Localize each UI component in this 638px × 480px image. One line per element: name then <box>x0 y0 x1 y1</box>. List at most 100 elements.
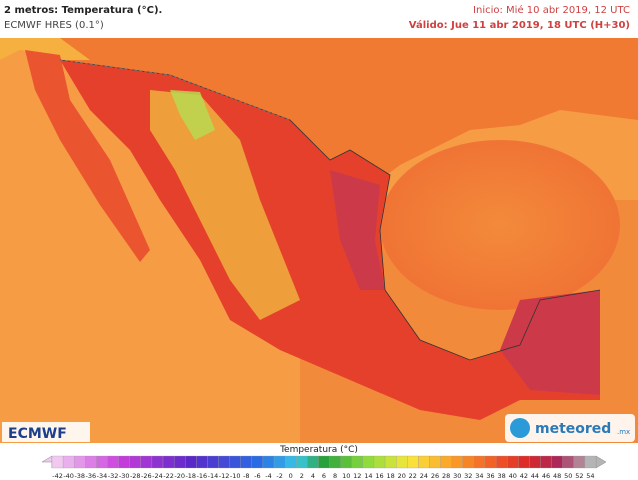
legend-swatch <box>584 455 597 469</box>
legend-swatch <box>318 455 330 469</box>
legend-swatch <box>484 455 497 469</box>
legend-tick-label: -42 <box>52 472 63 480</box>
legend-swatch <box>240 455 252 469</box>
legend-tick-label: 20 <box>398 472 406 480</box>
legend-swatch <box>340 455 352 469</box>
legend-swatch <box>140 455 153 469</box>
legend-swatch <box>407 455 419 469</box>
legend-tick-label: -18 <box>185 472 196 480</box>
legend-swatch <box>251 455 264 469</box>
gulf-of-mexico <box>380 140 620 310</box>
legend-tick-label: -26 <box>141 472 152 480</box>
legend-tick-label: -38 <box>74 472 85 480</box>
legend-swatch <box>51 455 64 469</box>
legend-tick-label: 34 <box>475 472 483 480</box>
yucatan-hot <box>500 290 600 395</box>
us-land-west <box>0 38 90 60</box>
legend-tick-label: 22 <box>409 472 417 480</box>
legend-title: Temperatura (°C) <box>279 445 358 455</box>
legend-swatch <box>418 455 430 469</box>
legend-tick-label: 16 <box>375 472 383 480</box>
legend-tick-label: 12 <box>353 472 361 480</box>
plateau-warm <box>150 90 300 320</box>
legend-tick-label: 4 <box>311 472 315 480</box>
legend-swatch <box>151 455 164 469</box>
legend-swatch <box>440 455 452 469</box>
ecmwf-logo: ECMWF <box>8 426 67 442</box>
legend-tick-label: 6 <box>322 472 326 480</box>
legend-swatch <box>85 455 97 469</box>
legend-swatch <box>507 455 519 469</box>
legend-swatch <box>162 455 175 469</box>
legend-swatch <box>96 455 108 469</box>
legend-swatch <box>462 455 475 469</box>
legend-tick-label: 50 <box>564 472 572 480</box>
legend-tick-label: 38 <box>497 472 505 480</box>
coastline <box>59 59 601 361</box>
legend-tick-label: 48 <box>553 472 561 480</box>
legend-tick-label: -12 <box>219 472 230 480</box>
legend-swatch <box>551 455 563 469</box>
valid-time: Válido: Jue 11 abr 2019, 18 UTC (H+30) <box>408 20 630 31</box>
legend-swatch <box>373 455 386 469</box>
legend-swatch <box>396 455 408 469</box>
legend-tick-label: -14 <box>208 472 219 480</box>
legend-tick-label: -16 <box>197 472 208 480</box>
legend-swatch <box>495 455 508 469</box>
gulf-coast-hot <box>330 170 385 290</box>
legend-swatch <box>185 455 197 469</box>
legend-tick-label: 32 <box>464 472 472 480</box>
legend-tick-label: 44 <box>531 472 539 480</box>
legend-swatch <box>74 455 86 469</box>
legend-swatch <box>562 455 574 469</box>
legend-tick-label: 0 <box>289 472 293 480</box>
legend-tick-label: 30 <box>453 472 461 480</box>
legend-tick-label: 42 <box>520 472 528 480</box>
legend-tick-label: -4 <box>265 472 271 480</box>
legend-swatch <box>351 455 364 469</box>
model-name: ECMWF HRES (0.1°) <box>4 20 104 31</box>
legend-swatch <box>307 455 319 469</box>
legend-tick-label: 54 <box>586 472 594 480</box>
legend-swatch <box>207 455 219 469</box>
border <box>59 59 291 121</box>
legend-swatch <box>362 455 375 469</box>
plateau-mild <box>170 90 215 140</box>
legend-swatch <box>196 455 208 469</box>
legend-tick-label: 14 <box>364 472 372 480</box>
legend-tick-label: 26 <box>431 472 439 480</box>
legend-tick-label: 46 <box>542 472 550 480</box>
legend-tick-label: 40 <box>509 472 517 480</box>
legend-tick-label: 24 <box>420 472 428 480</box>
legend-tick-label: 2 <box>300 472 304 480</box>
legend-swatch <box>118 455 130 469</box>
ecmwf-logo-box <box>2 422 90 442</box>
legend-tick-label: -32 <box>108 472 119 480</box>
legend-swatch <box>473 455 486 469</box>
legend-swatch <box>107 455 119 469</box>
legend-swatch <box>129 455 141 469</box>
legend-swatch <box>296 455 308 469</box>
legend-tick-label: -8 <box>243 472 249 480</box>
legend-tick-label: 28 <box>442 472 450 480</box>
legend-tick-label: -24 <box>152 472 163 480</box>
legend-swatch <box>284 455 297 469</box>
meteored-suffix: .mx <box>617 428 630 436</box>
legend-tick-label: 10 <box>342 472 350 480</box>
legend-swatch <box>329 455 341 469</box>
legend-tick-label: -28 <box>130 472 141 480</box>
legend-tick-label: -34 <box>97 472 108 480</box>
legend-swatch <box>384 455 397 469</box>
legend-swatch <box>451 455 463 469</box>
legend-swatch <box>518 455 530 469</box>
legend-tick-label: -2 <box>276 472 282 480</box>
legend-swatch <box>173 455 186 469</box>
legend-tick-label: -10 <box>230 472 241 480</box>
legend-swatch <box>273 455 286 469</box>
legend-tick-label: -30 <box>119 472 130 480</box>
legend-tick-label: 52 <box>575 472 583 480</box>
legend-swatch <box>229 455 241 469</box>
legend-swatch <box>429 455 441 469</box>
meteored-logo: meteored <box>535 421 611 437</box>
